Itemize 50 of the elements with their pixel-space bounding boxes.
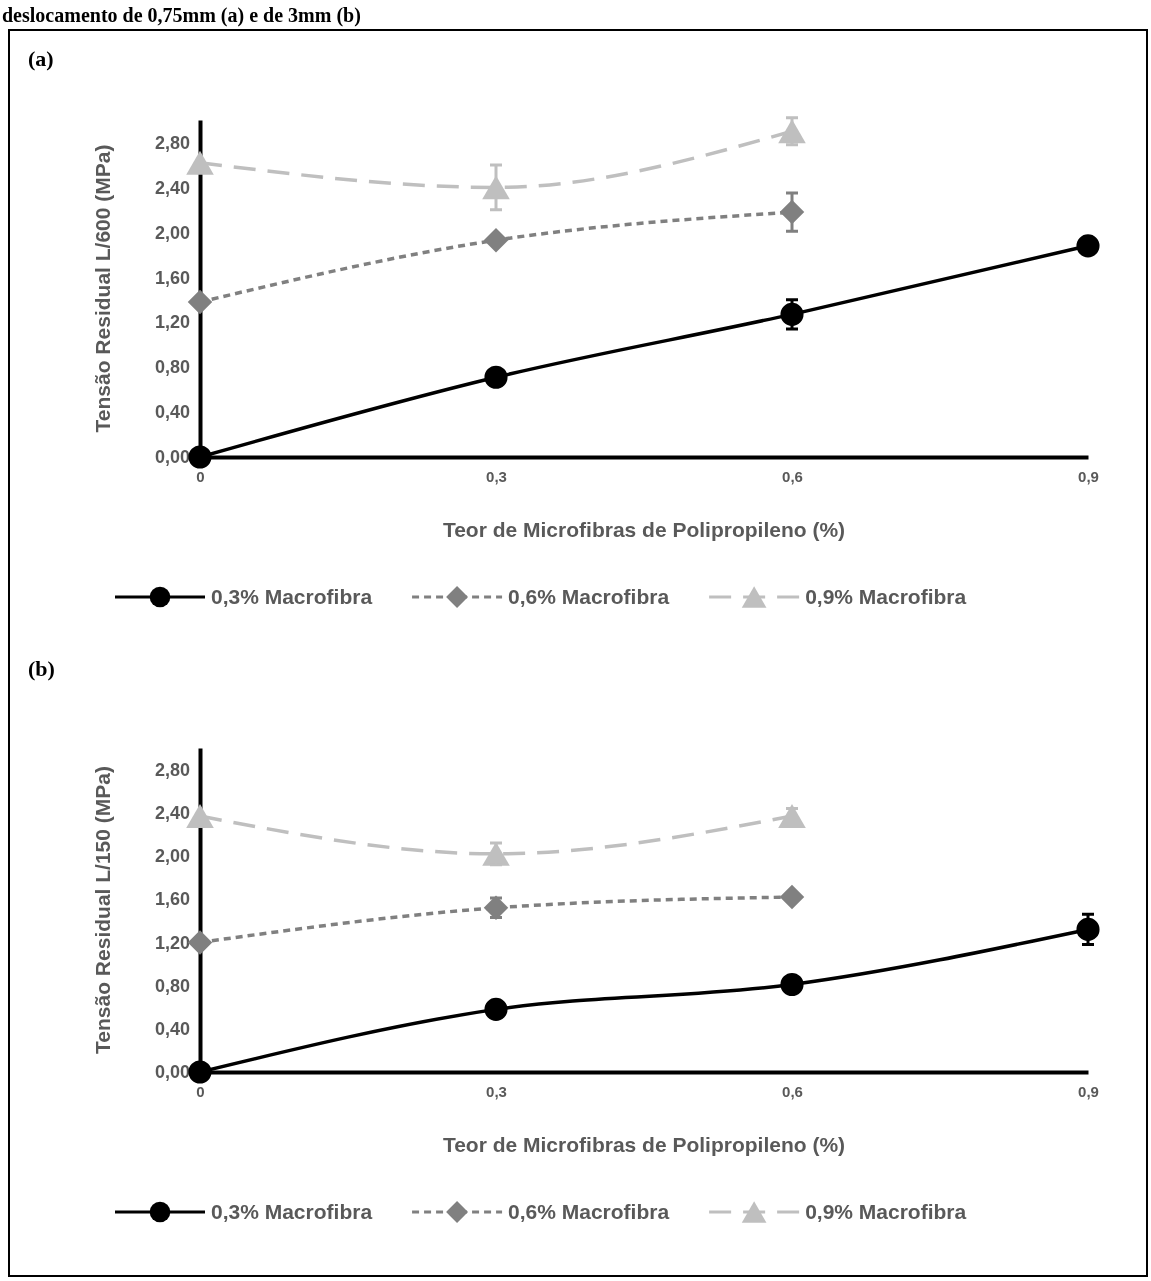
x-tick-label: 0,6 [782,1082,803,1100]
y-axis-title: Tensão Residual L/150 (MPa) [91,766,114,1054]
point [484,997,508,1021]
x-tick-label: 0,3 [486,467,507,485]
x-axis-title: Teor de Microfibras de Polipropileno (%) [442,518,846,541]
legend-label: 0,9% Macrofibra [805,1200,967,1223]
point [483,895,509,921]
point [188,445,212,469]
point [779,884,805,910]
legend-label: 0,6% Macrofibra [508,585,670,608]
point [484,365,508,389]
point [780,972,804,997]
point [186,150,214,175]
y-tick-label: 0,00 [154,1062,190,1083]
y-tick-label: 2,40 [154,803,190,824]
point [187,289,213,315]
x-tick-label: 0 [196,1082,205,1100]
legend-label: 0,3% Macrofibra [211,585,373,608]
x-tick-label: 0,9 [1078,1082,1099,1100]
chart-title: (b) [28,656,55,681]
y-tick-label: 1,60 [154,889,190,910]
legend-label: 0,9% Macrofibra [805,585,967,608]
point [778,804,806,828]
y-tick-label: 2,00 [154,222,190,243]
x-tick-label: 0 [196,467,205,485]
x-tick-label: 0,6 [782,467,803,485]
y-tick-label: 1,20 [154,932,190,953]
x-axis-title: Teor de Microfibras de Polipropileno (%) [442,1133,846,1156]
y-tick-label: 0,00 [154,447,190,468]
point [188,1060,212,1084]
text: deslocamento de 0,75mm (a) e de 3mm (b) [2,4,361,27]
x-tick-label: 0,9 [1078,467,1099,485]
legend-label: 0,3% Macrofibra [211,1200,373,1223]
y-tick-label: 1,20 [154,312,190,333]
y-tick-label: 0,80 [154,975,190,996]
y-tick-label: 0,40 [154,1019,190,1040]
y-tick-label: 2,80 [154,132,190,153]
point [483,227,509,253]
y-tick-label: 1,60 [154,267,190,288]
y-tick-label: 0,80 [154,357,190,378]
y-tick-label: 0,40 [154,402,190,423]
y-tick-label: 2,40 [154,177,190,198]
x-tick-label: 0,3 [486,1082,507,1100]
y-tick-label: 2,00 [154,846,190,867]
chart-title: (a) [28,46,54,71]
y-tick-label: 2,80 [154,759,190,780]
point [187,930,213,955]
y-axis-title: Tensão Residual L/600 (MPa) [91,144,114,433]
point [1076,234,1100,258]
legend-label: 0,6% Macrofibra [508,1200,670,1223]
